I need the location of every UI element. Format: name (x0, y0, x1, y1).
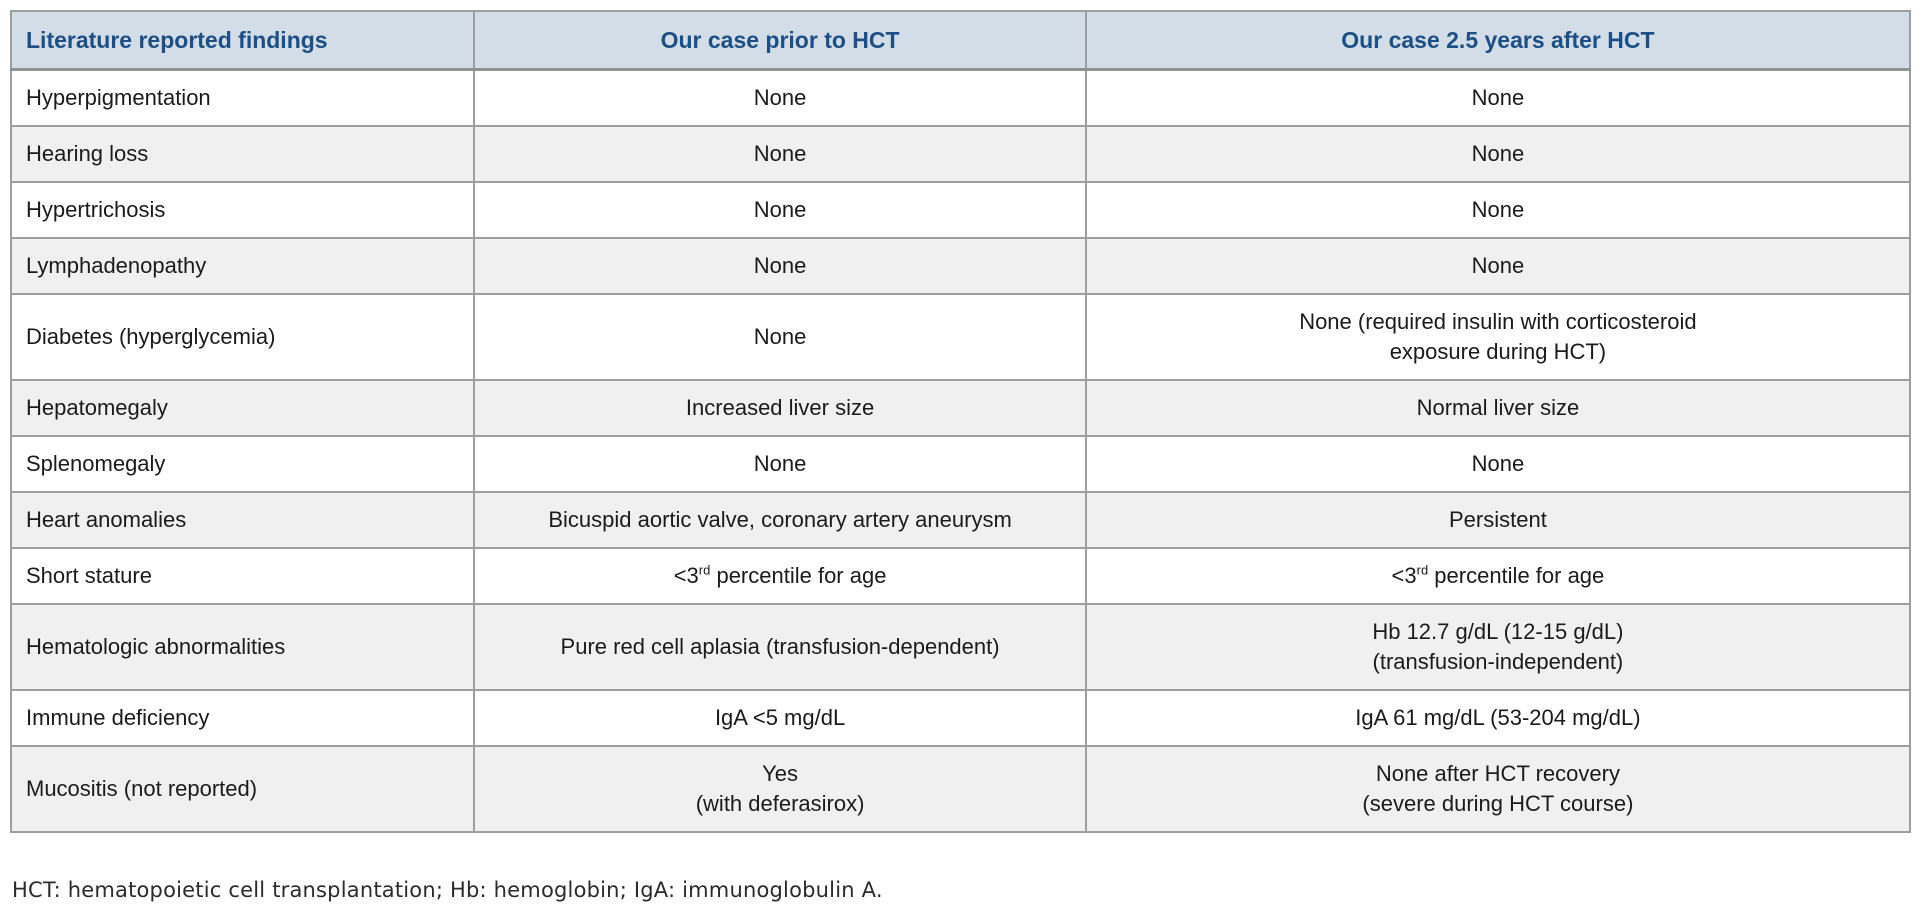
prior-cell: None (473, 237, 1087, 295)
table-row: Splenomegaly None None (9, 435, 1912, 493)
prior-cell: <3rd percentile for age (473, 547, 1087, 605)
after-cell: None (1084, 68, 1912, 127)
after-cell: IgA 61 mg/dL (53-204 mg/dL) (1084, 689, 1912, 747)
finding-cell: Hearing loss (9, 125, 476, 183)
cell-line: None after HCT recovery (1375, 761, 1620, 786)
after-cell: None (1084, 237, 1912, 295)
cell-text: <3 (1391, 563, 1417, 588)
finding-cell: Mucositis (not reported) (9, 745, 476, 833)
finding-cell: Hyperpigmentation (9, 68, 476, 127)
cell-text: <3 (673, 563, 699, 588)
cell-text: percentile for age (710, 563, 887, 588)
table-row: Hepatomegaly Increased liver size Normal… (9, 379, 1912, 437)
after-cell: None (1084, 181, 1912, 239)
abbreviations-footnote: HCT: hematopoietic cell transplantation;… (12, 878, 883, 902)
prior-cell: None (473, 435, 1087, 493)
prior-cell: None (473, 293, 1087, 381)
prior-cell: Yes (with deferasirox) (473, 745, 1087, 833)
finding-cell: Short stature (9, 547, 476, 605)
cell-line: Hb 12.7 g/dL (12-15 g/dL) (1372, 619, 1624, 644)
prior-cell: IgA <5 mg/dL (473, 689, 1087, 747)
table-row: Diabetes (hyperglycemia) None None (requ… (9, 293, 1912, 381)
table-header: Literature reported findings Our case pr… (9, 10, 1912, 71)
finding-cell: Hepatomegaly (9, 379, 476, 437)
cell-line: None (required insulin with corticostero… (1299, 309, 1697, 334)
prior-cell: Bicuspid aortic valve, coronary artery a… (473, 491, 1087, 549)
cell-line: exposure during HCT) (1389, 339, 1607, 364)
findings-comparison-table: Literature reported findings Our case pr… (9, 10, 1912, 833)
after-cell: None (1084, 435, 1912, 493)
table-row: Hyperpigmentation None None (9, 68, 1912, 127)
prior-cell: Pure red cell aplasia (transfusion-depen… (473, 603, 1087, 691)
finding-cell: Splenomegaly (9, 435, 476, 493)
cell-line: Yes (762, 761, 799, 786)
ordinal-superscript: rd (1416, 562, 1429, 578)
after-cell: <3rd percentile for age (1084, 547, 1912, 605)
after-cell: None after HCT recovery (severe during H… (1084, 745, 1912, 833)
column-header-literature-findings: Literature reported findings (9, 10, 476, 71)
table-row: Mucositis (not reported) Yes (with defer… (9, 745, 1912, 833)
finding-cell: Lymphadenopathy (9, 237, 476, 295)
finding-cell: Immune deficiency (9, 689, 476, 747)
table-row: Immune deficiency IgA <5 mg/dL IgA 61 mg… (9, 689, 1912, 747)
table-row: Hypertrichosis None None (9, 181, 1912, 239)
cell-text: percentile for age (1428, 563, 1605, 588)
table-row: Lymphadenopathy None None (9, 237, 1912, 295)
header-row: Literature reported findings Our case pr… (9, 10, 1912, 71)
cell-line: (transfusion-independent) (1372, 649, 1624, 674)
cell-line: (severe during HCT course) (1362, 791, 1634, 816)
after-cell: Normal liver size (1084, 379, 1912, 437)
column-header-prior-to-hct: Our case prior to HCT (473, 10, 1087, 71)
finding-cell: Diabetes (hyperglycemia) (9, 293, 476, 381)
finding-cell: Hypertrichosis (9, 181, 476, 239)
prior-cell: None (473, 125, 1087, 183)
prior-cell: None (473, 68, 1087, 127)
after-cell: None (1084, 125, 1912, 183)
finding-cell: Heart anomalies (9, 491, 476, 549)
column-header-after-hct: Our case 2.5 years after HCT (1084, 10, 1912, 71)
prior-cell: Increased liver size (473, 379, 1087, 437)
finding-cell: Hematologic abnormalities (9, 603, 476, 691)
cell-line: (with deferasirox) (695, 791, 865, 816)
table-row: Heart anomalies Bicuspid aortic valve, c… (9, 491, 1912, 549)
ordinal-superscript: rd (698, 562, 711, 578)
table-row: Hearing loss None None (9, 125, 1912, 183)
table-row: Short stature <3rd percentile for age <3… (9, 547, 1912, 605)
after-cell: Hb 12.7 g/dL (12-15 g/dL) (transfusion-i… (1084, 603, 1912, 691)
prior-cell: None (473, 181, 1087, 239)
table-row: Hematologic abnormalities Pure red cell … (9, 603, 1912, 691)
after-cell: Persistent (1084, 491, 1912, 549)
after-cell: None (required insulin with corticostero… (1084, 293, 1912, 381)
table-body: Hyperpigmentation None None Hearing loss… (9, 68, 1912, 833)
